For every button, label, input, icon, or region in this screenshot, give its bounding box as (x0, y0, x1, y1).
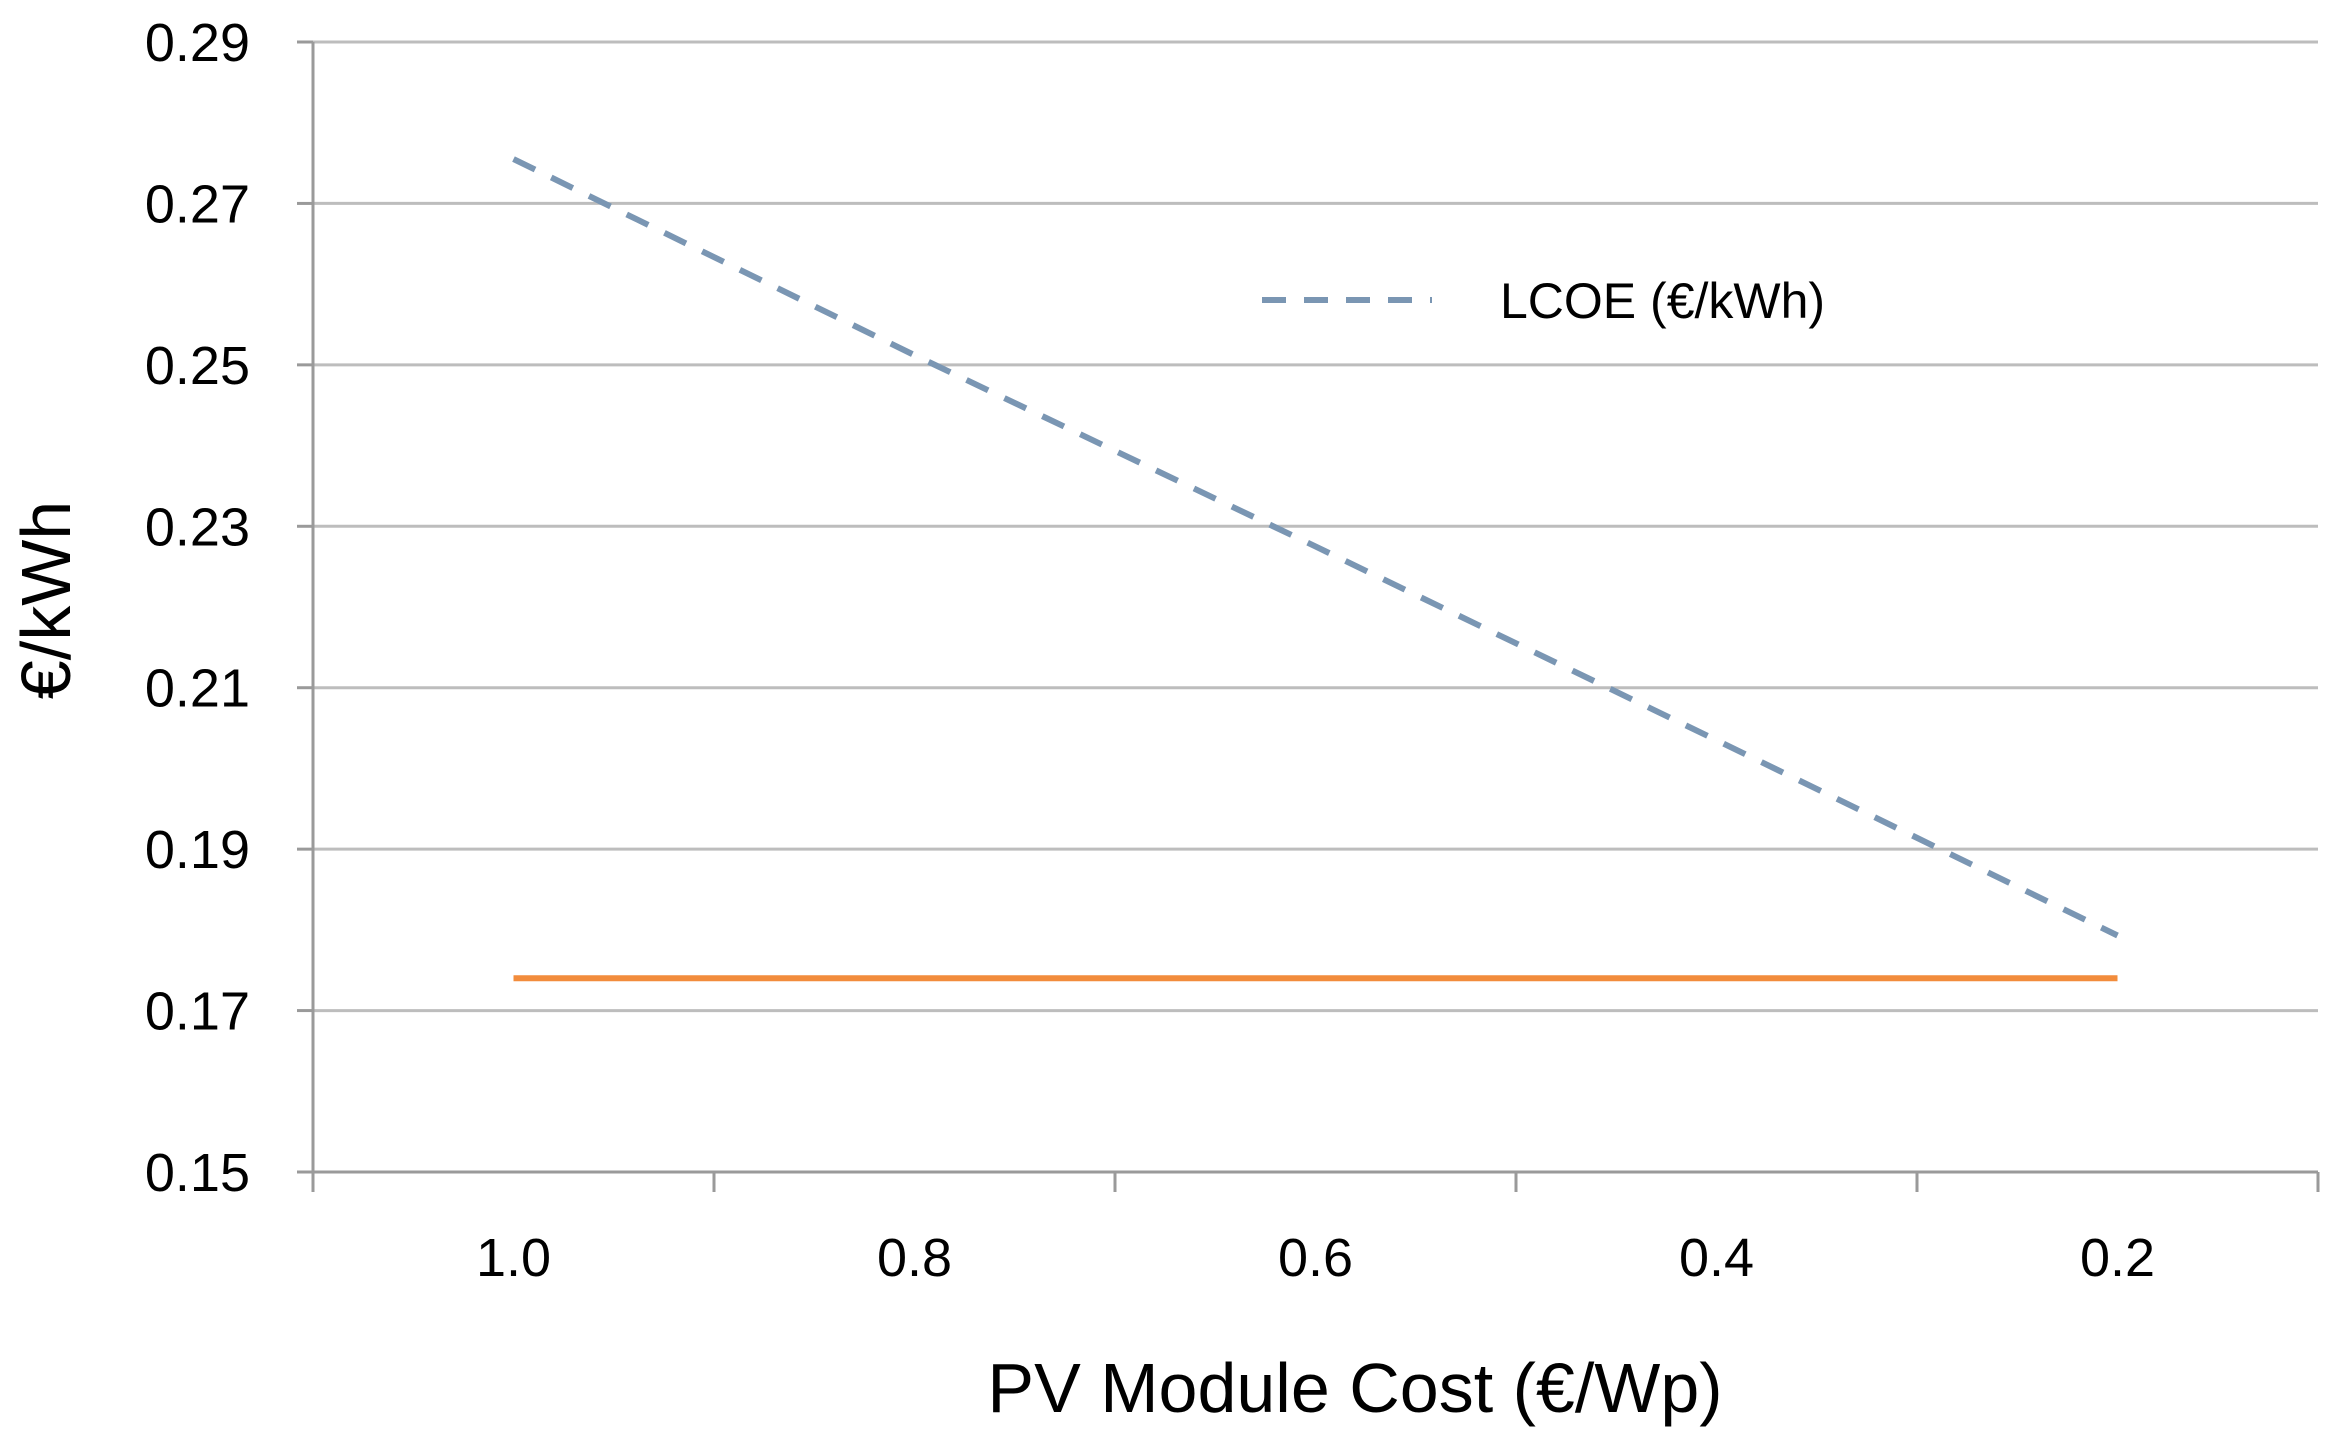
series-line-lcoe (514, 159, 2118, 935)
x-axis-title: PV Module Cost (€/Wp) (987, 1349, 1722, 1427)
y-tick-label: 0.21 (145, 659, 250, 719)
y-tick-label: 0.19 (145, 820, 250, 880)
y-axis-title: €/kWh (7, 501, 85, 699)
series (513, 159, 2117, 978)
y-tick-label: 0.17 (145, 982, 250, 1042)
x-tick-label: 1.0 (476, 1228, 551, 1288)
y-tick-label: 0.23 (145, 497, 250, 557)
y-tick-label: 0.15 (145, 1143, 250, 1203)
x-tick-label: 0.8 (877, 1228, 952, 1288)
legend: LCOE (€/kWh) (1262, 273, 1825, 329)
y-tick-label: 0.29 (145, 13, 250, 73)
x-tick-label: 0.4 (1679, 1228, 1754, 1288)
y-tick-label: 0.25 (145, 336, 250, 396)
gridlines (313, 42, 2318, 1011)
y-tick-labels: 0.15 0.17 0.19 0.21 0.23 0.25 0.27 0.29 (145, 13, 250, 1203)
legend-label-lcoe: LCOE (€/kWh) (1500, 273, 1825, 329)
x-tick-label: 0.2 (2080, 1228, 2155, 1288)
y-tick-label: 0.27 (145, 174, 250, 234)
x-tick-marks (313, 1172, 2318, 1192)
x-tick-labels: 1.0 0.8 0.6 0.4 0.2 (476, 1228, 2155, 1288)
axes (297, 42, 2318, 1172)
x-tick-label: 0.6 (1278, 1228, 1353, 1288)
